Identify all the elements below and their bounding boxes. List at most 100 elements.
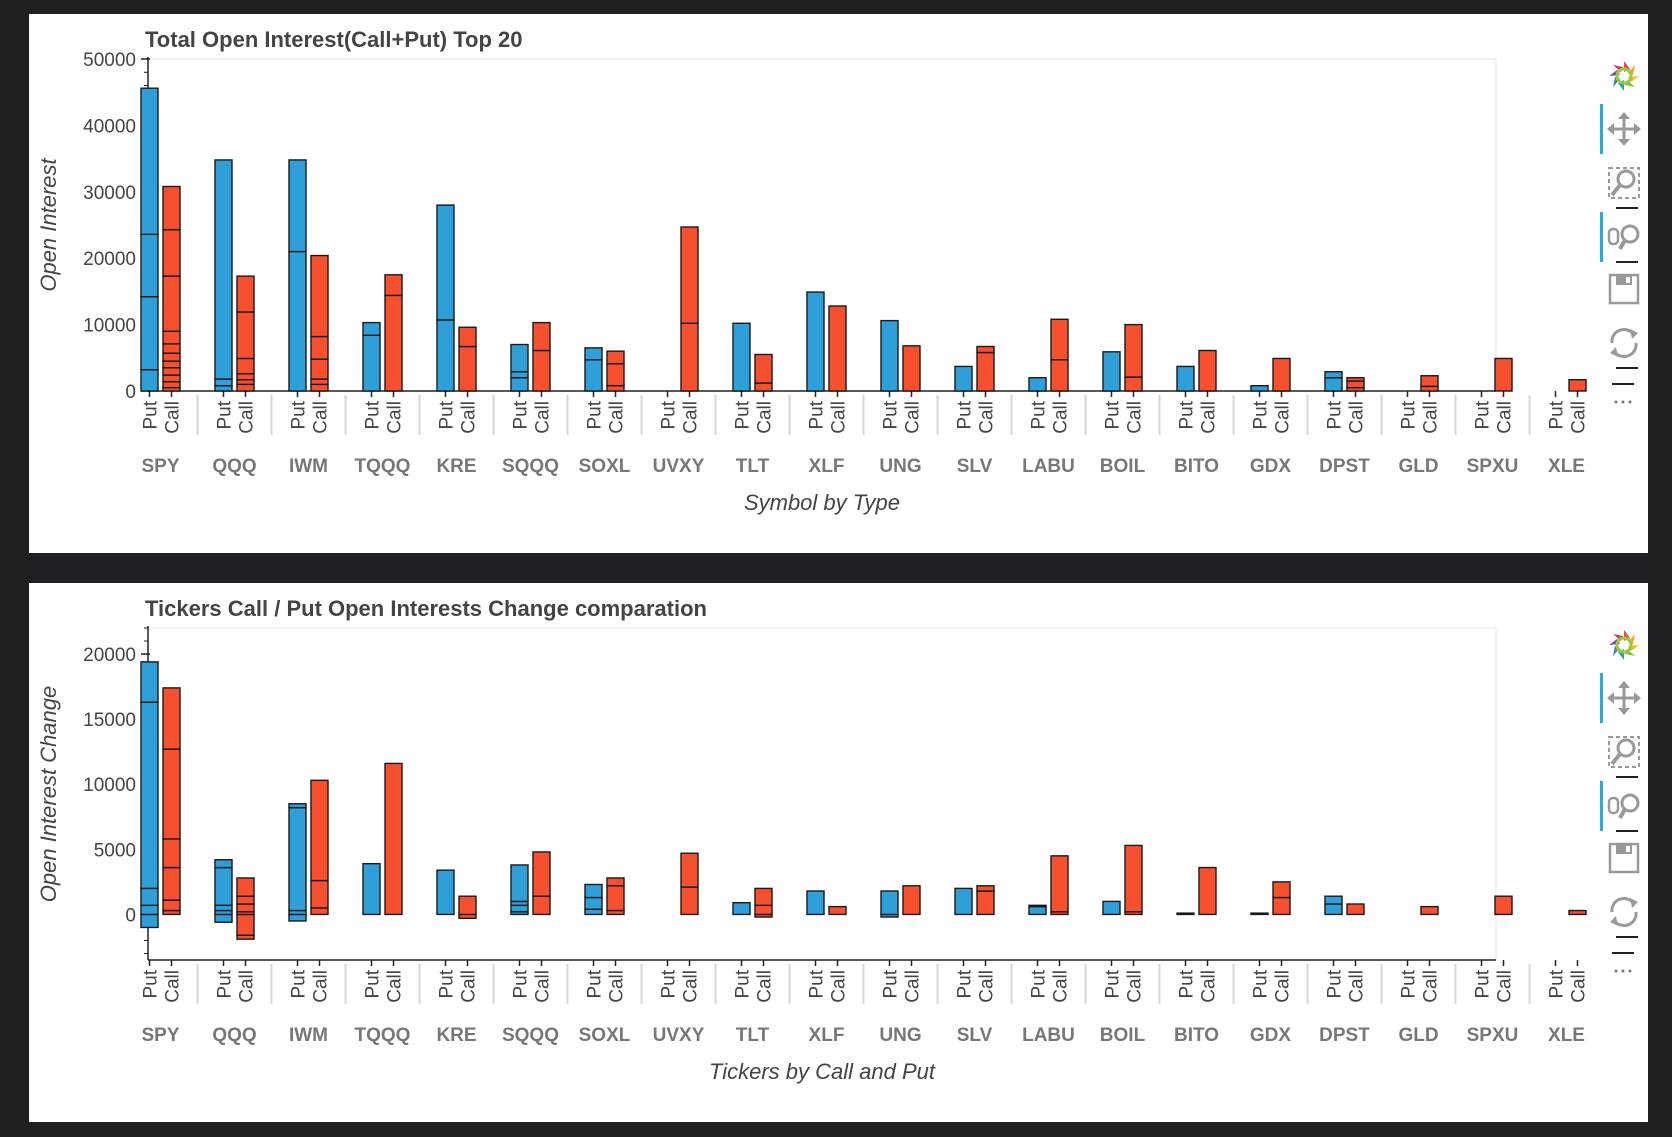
put-bar-spy-2 bbox=[140, 233, 159, 298]
call-bar-boil-1 bbox=[1124, 844, 1143, 913]
bokeh-logo-icon[interactable] bbox=[1604, 56, 1644, 96]
toolbar-separator bbox=[1616, 261, 1638, 263]
sub-category-label: Put bbox=[807, 400, 828, 429]
put-bar-sqqq-0 bbox=[510, 377, 529, 392]
call-bar-soxl-1 bbox=[606, 363, 625, 387]
sub-category-label: Call bbox=[607, 401, 628, 434]
call-bar-xle-0 bbox=[1568, 379, 1587, 392]
sub-category-label: Call bbox=[1347, 970, 1368, 1003]
category-label-slv: SLV bbox=[957, 456, 993, 477]
open-interest-panel: Total Open Interest(Call+Put) Top 20 0 100… bbox=[29, 14, 1648, 553]
put-bar-iwm-3 bbox=[288, 803, 307, 809]
save-icon[interactable] bbox=[1604, 838, 1644, 878]
put-bar-qqq-1 bbox=[214, 378, 233, 387]
call-bar-qqq-5 bbox=[236, 877, 255, 897]
sub-category-label: Call bbox=[755, 401, 776, 434]
category-label-bito: BITO bbox=[1174, 456, 1219, 477]
sub-category-label: Call bbox=[1569, 401, 1590, 434]
y-tick-label: 10000 bbox=[83, 775, 136, 796]
sub-category-label: Call bbox=[1199, 970, 1220, 1003]
reset-icon[interactable] bbox=[1604, 323, 1644, 363]
category-label-xlf: XLF bbox=[809, 1025, 845, 1046]
call-bar-dpst-2 bbox=[1346, 377, 1365, 382]
put-bar-gdx-0 bbox=[1250, 384, 1269, 392]
call-bar-qqq-5 bbox=[236, 275, 255, 313]
open-interest-change-chart[interactable]: Tickers Call / Put Open Interests Change… bbox=[29, 583, 1648, 1122]
y-tick-label: 5000 bbox=[94, 840, 136, 861]
call-bar-spy-1 bbox=[162, 899, 181, 912]
call-bar-gdx-0 bbox=[1272, 896, 1291, 916]
put-bar-soxl-1 bbox=[584, 347, 603, 361]
put-bar-sqqq-2 bbox=[510, 343, 529, 373]
call-bar-tqqq-0 bbox=[384, 762, 403, 916]
put-bar-qqq-4 bbox=[214, 859, 233, 869]
call-bar-qqq-3 bbox=[236, 357, 255, 375]
wheel-zoom-icon[interactable] bbox=[1604, 217, 1644, 257]
x-axis-label: Tickers by Call and Put bbox=[709, 1059, 936, 1084]
call-bar-tqqq-0 bbox=[384, 294, 403, 392]
category-label-sqqq: SQQQ bbox=[502, 456, 559, 477]
call-bar-spy-7 bbox=[162, 330, 181, 345]
sub-category-label: Call bbox=[1125, 401, 1146, 434]
sub-category-label: Call bbox=[237, 401, 258, 434]
category-label-uvxy: UVXY bbox=[653, 1025, 705, 1046]
category-label-iwm: IWM bbox=[289, 456, 328, 477]
put-bar-spy-1 bbox=[140, 296, 159, 371]
toolbar-separator bbox=[1616, 207, 1638, 209]
put-bar-iwm-0 bbox=[288, 250, 307, 392]
put-bar-kre-0 bbox=[436, 869, 455, 916]
sub-category-label: Put bbox=[141, 400, 162, 429]
category-label-kre: KRE bbox=[436, 1025, 476, 1046]
put-bar-slv-0 bbox=[954, 365, 973, 392]
put-bar-dpst-1 bbox=[1324, 371, 1343, 379]
put-bar-labu-1 bbox=[1028, 904, 1047, 908]
call-bar-gdx-1 bbox=[1272, 881, 1291, 899]
sub-category-label: Put bbox=[363, 969, 384, 998]
reset-icon[interactable] bbox=[1604, 892, 1644, 932]
call-bar-soxl-1 bbox=[606, 885, 625, 912]
sub-category-label: Put bbox=[215, 400, 236, 429]
total-open-interest-chart[interactable]: Total Open Interest(Call+Put) Top 20 0 100… bbox=[29, 14, 1648, 553]
y-tick-label: 30000 bbox=[83, 183, 136, 204]
sub-category-label: Put bbox=[585, 969, 606, 998]
more-icon[interactable] bbox=[1604, 374, 1644, 414]
call-bar-spy-2 bbox=[162, 866, 181, 901]
category-label-spxu: SPXU bbox=[1467, 1025, 1519, 1046]
sub-category-label: Put bbox=[585, 400, 606, 429]
y-tick-label: 0 bbox=[125, 382, 136, 403]
sub-category-label: Put bbox=[659, 400, 680, 429]
toolbar-separator bbox=[1616, 936, 1638, 938]
put-bar-kre-0 bbox=[436, 319, 455, 392]
call-bar-tlt-0 bbox=[754, 382, 773, 392]
save-icon[interactable] bbox=[1604, 269, 1644, 309]
sub-category-label: Put bbox=[511, 400, 532, 429]
more-icon[interactable] bbox=[1604, 943, 1644, 983]
call-bar-bito-0 bbox=[1198, 349, 1217, 392]
sub-category-label: Call bbox=[533, 970, 554, 1003]
category-label-ung: UNG bbox=[879, 456, 921, 477]
category-label-spxu: SPXU bbox=[1467, 456, 1519, 477]
box-zoom-icon[interactable] bbox=[1604, 732, 1644, 772]
open-interest-change-panel: Tickers Call / Put Open Interests Change… bbox=[29, 583, 1648, 1122]
call-bar-uvxy-0 bbox=[680, 886, 699, 916]
sub-category-label: Call bbox=[903, 970, 924, 1003]
sub-category-label: Call bbox=[607, 970, 628, 1003]
pan-icon[interactable] bbox=[1604, 678, 1644, 718]
category-label-kre: KRE bbox=[436, 456, 476, 477]
sub-category-label: Call bbox=[977, 401, 998, 434]
pan-icon[interactable] bbox=[1604, 109, 1644, 149]
call-bar-qqq-0 bbox=[236, 913, 255, 936]
put-bar-dpst-0 bbox=[1324, 903, 1343, 916]
call-bar-boil-1 bbox=[1124, 323, 1143, 378]
bokeh-logo-icon[interactable] bbox=[1604, 625, 1644, 665]
wheel-zoom-icon[interactable] bbox=[1604, 786, 1644, 826]
sub-category-label: Call bbox=[163, 401, 184, 434]
sub-category-label: Put bbox=[733, 400, 754, 429]
put-bar-tqqq-0 bbox=[362, 334, 381, 392]
call-bar-iwm-1 bbox=[310, 879, 329, 909]
put-bar-tqqq-1 bbox=[362, 321, 381, 336]
put-bar-soxl-2 bbox=[584, 883, 603, 899]
put-bar-spy-3 bbox=[140, 701, 159, 890]
put-bar-spy-0 bbox=[140, 369, 159, 392]
box-zoom-icon[interactable] bbox=[1604, 163, 1644, 203]
